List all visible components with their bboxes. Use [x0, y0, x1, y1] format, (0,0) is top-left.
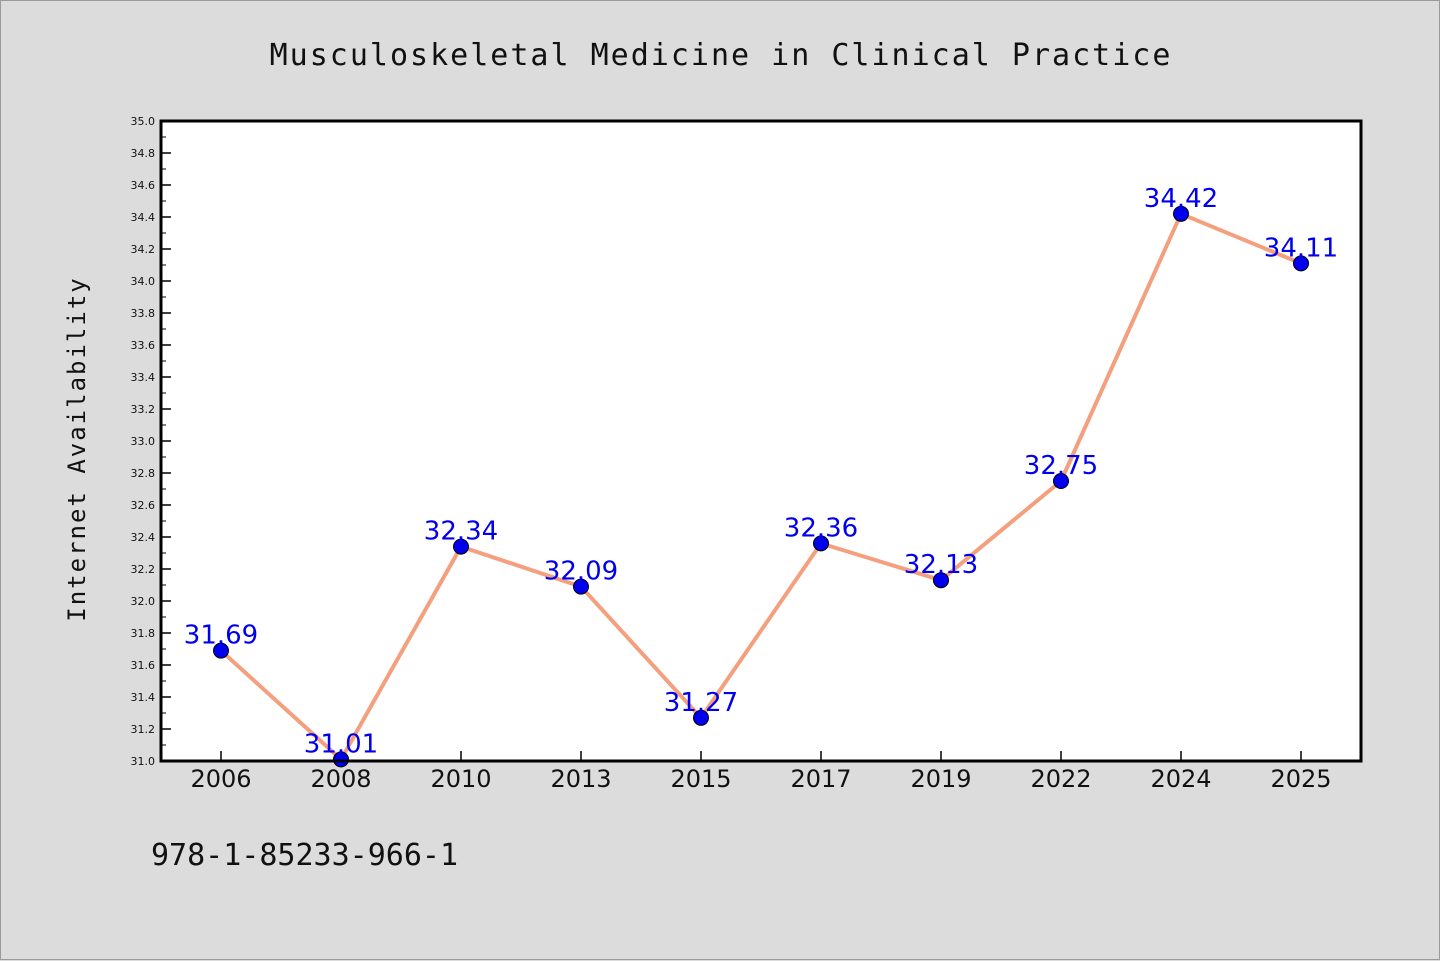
- x-tick-label: 2015: [670, 765, 731, 793]
- x-tick-label: 2017: [790, 765, 851, 793]
- y-tick-label: 34.2: [131, 243, 156, 256]
- y-tick-label: 31.4: [131, 691, 156, 704]
- data-point: [813, 535, 829, 552]
- data-point: [693, 709, 709, 726]
- y-tick-label: 34.6: [131, 179, 156, 192]
- data-label: 32.75: [1024, 451, 1098, 481]
- y-axis-label: Internet Availability: [63, 276, 91, 621]
- x-tick-label: 2006: [190, 765, 251, 793]
- y-tick-label: 32.0: [131, 595, 156, 608]
- data-point: [1053, 473, 1069, 489]
- data-label: 31.27: [664, 688, 738, 718]
- data-label: 31.01: [304, 729, 378, 759]
- series-layer: 31.69 31.01 32.34 32.09 31.27 32.36 32.13 32.75…: [184, 184, 1338, 768]
- y-tick-label: 31.2: [131, 723, 156, 736]
- y-tick-label: 33.6: [131, 339, 156, 352]
- data-label: 34.42: [1144, 184, 1218, 214]
- y-tick-label: 35.0: [131, 115, 156, 128]
- plot-border: [159, 119, 1363, 763]
- y-tick-label: 32.2: [131, 563, 156, 576]
- data-point: [213, 642, 229, 659]
- x-tick-label: 2019: [910, 765, 971, 793]
- y-tick-label: 33.4: [131, 371, 156, 384]
- data-label: 31.69: [184, 621, 258, 651]
- data-point: [573, 578, 589, 595]
- data-point: [453, 538, 469, 555]
- x-tick-label: 2008: [310, 765, 371, 793]
- y-tick-label: 31.6: [131, 659, 156, 672]
- plot-area: [161, 121, 1361, 761]
- y-tick-label: 32.4: [131, 531, 156, 544]
- y-tick-label: 32.6: [131, 499, 156, 512]
- data-point: [1173, 205, 1189, 222]
- data-label: 34.11: [1264, 233, 1338, 263]
- y-tick-label: 34.4: [131, 211, 156, 224]
- data-point: [933, 572, 949, 589]
- data-label: 32.36: [784, 513, 858, 543]
- x-tick-label: 2025: [1270, 765, 1331, 793]
- footer-isbn: 978-1-85233-966-1: [151, 838, 458, 873]
- y-tick-label: 33.0: [131, 435, 156, 448]
- y-tick-label: 33.2: [131, 403, 156, 416]
- data-label: 32.34: [424, 517, 498, 547]
- y-tick-label: 31.0: [131, 755, 156, 768]
- y-tick-label: 34.8: [131, 147, 156, 160]
- y-tick-label: 31.8: [131, 627, 156, 640]
- x-tick-label: 2010: [430, 765, 491, 793]
- y-tick-label: 32.8: [131, 467, 156, 480]
- y-tick-label: 34.0: [131, 275, 156, 288]
- data-label: 32.09: [544, 557, 618, 587]
- axis-ticks: 31.0 31.2 31.4 31.6 31.8 32.0 32.2 32.4 32.6 32.8…: [131, 115, 1332, 793]
- y-tick-label: 33.8: [131, 307, 156, 320]
- x-tick-label: 2013: [550, 765, 611, 793]
- data-point: [1293, 255, 1309, 272]
- data-label: 32.13: [904, 550, 978, 580]
- data-point: [333, 751, 349, 768]
- x-tick-label: 2024: [1150, 765, 1211, 793]
- chart-title: Musculoskeletal Medicine in Clinical Pra…: [270, 38, 1173, 73]
- x-tick-label: 2022: [1030, 765, 1091, 793]
- series-line: [219, 211, 1302, 762]
